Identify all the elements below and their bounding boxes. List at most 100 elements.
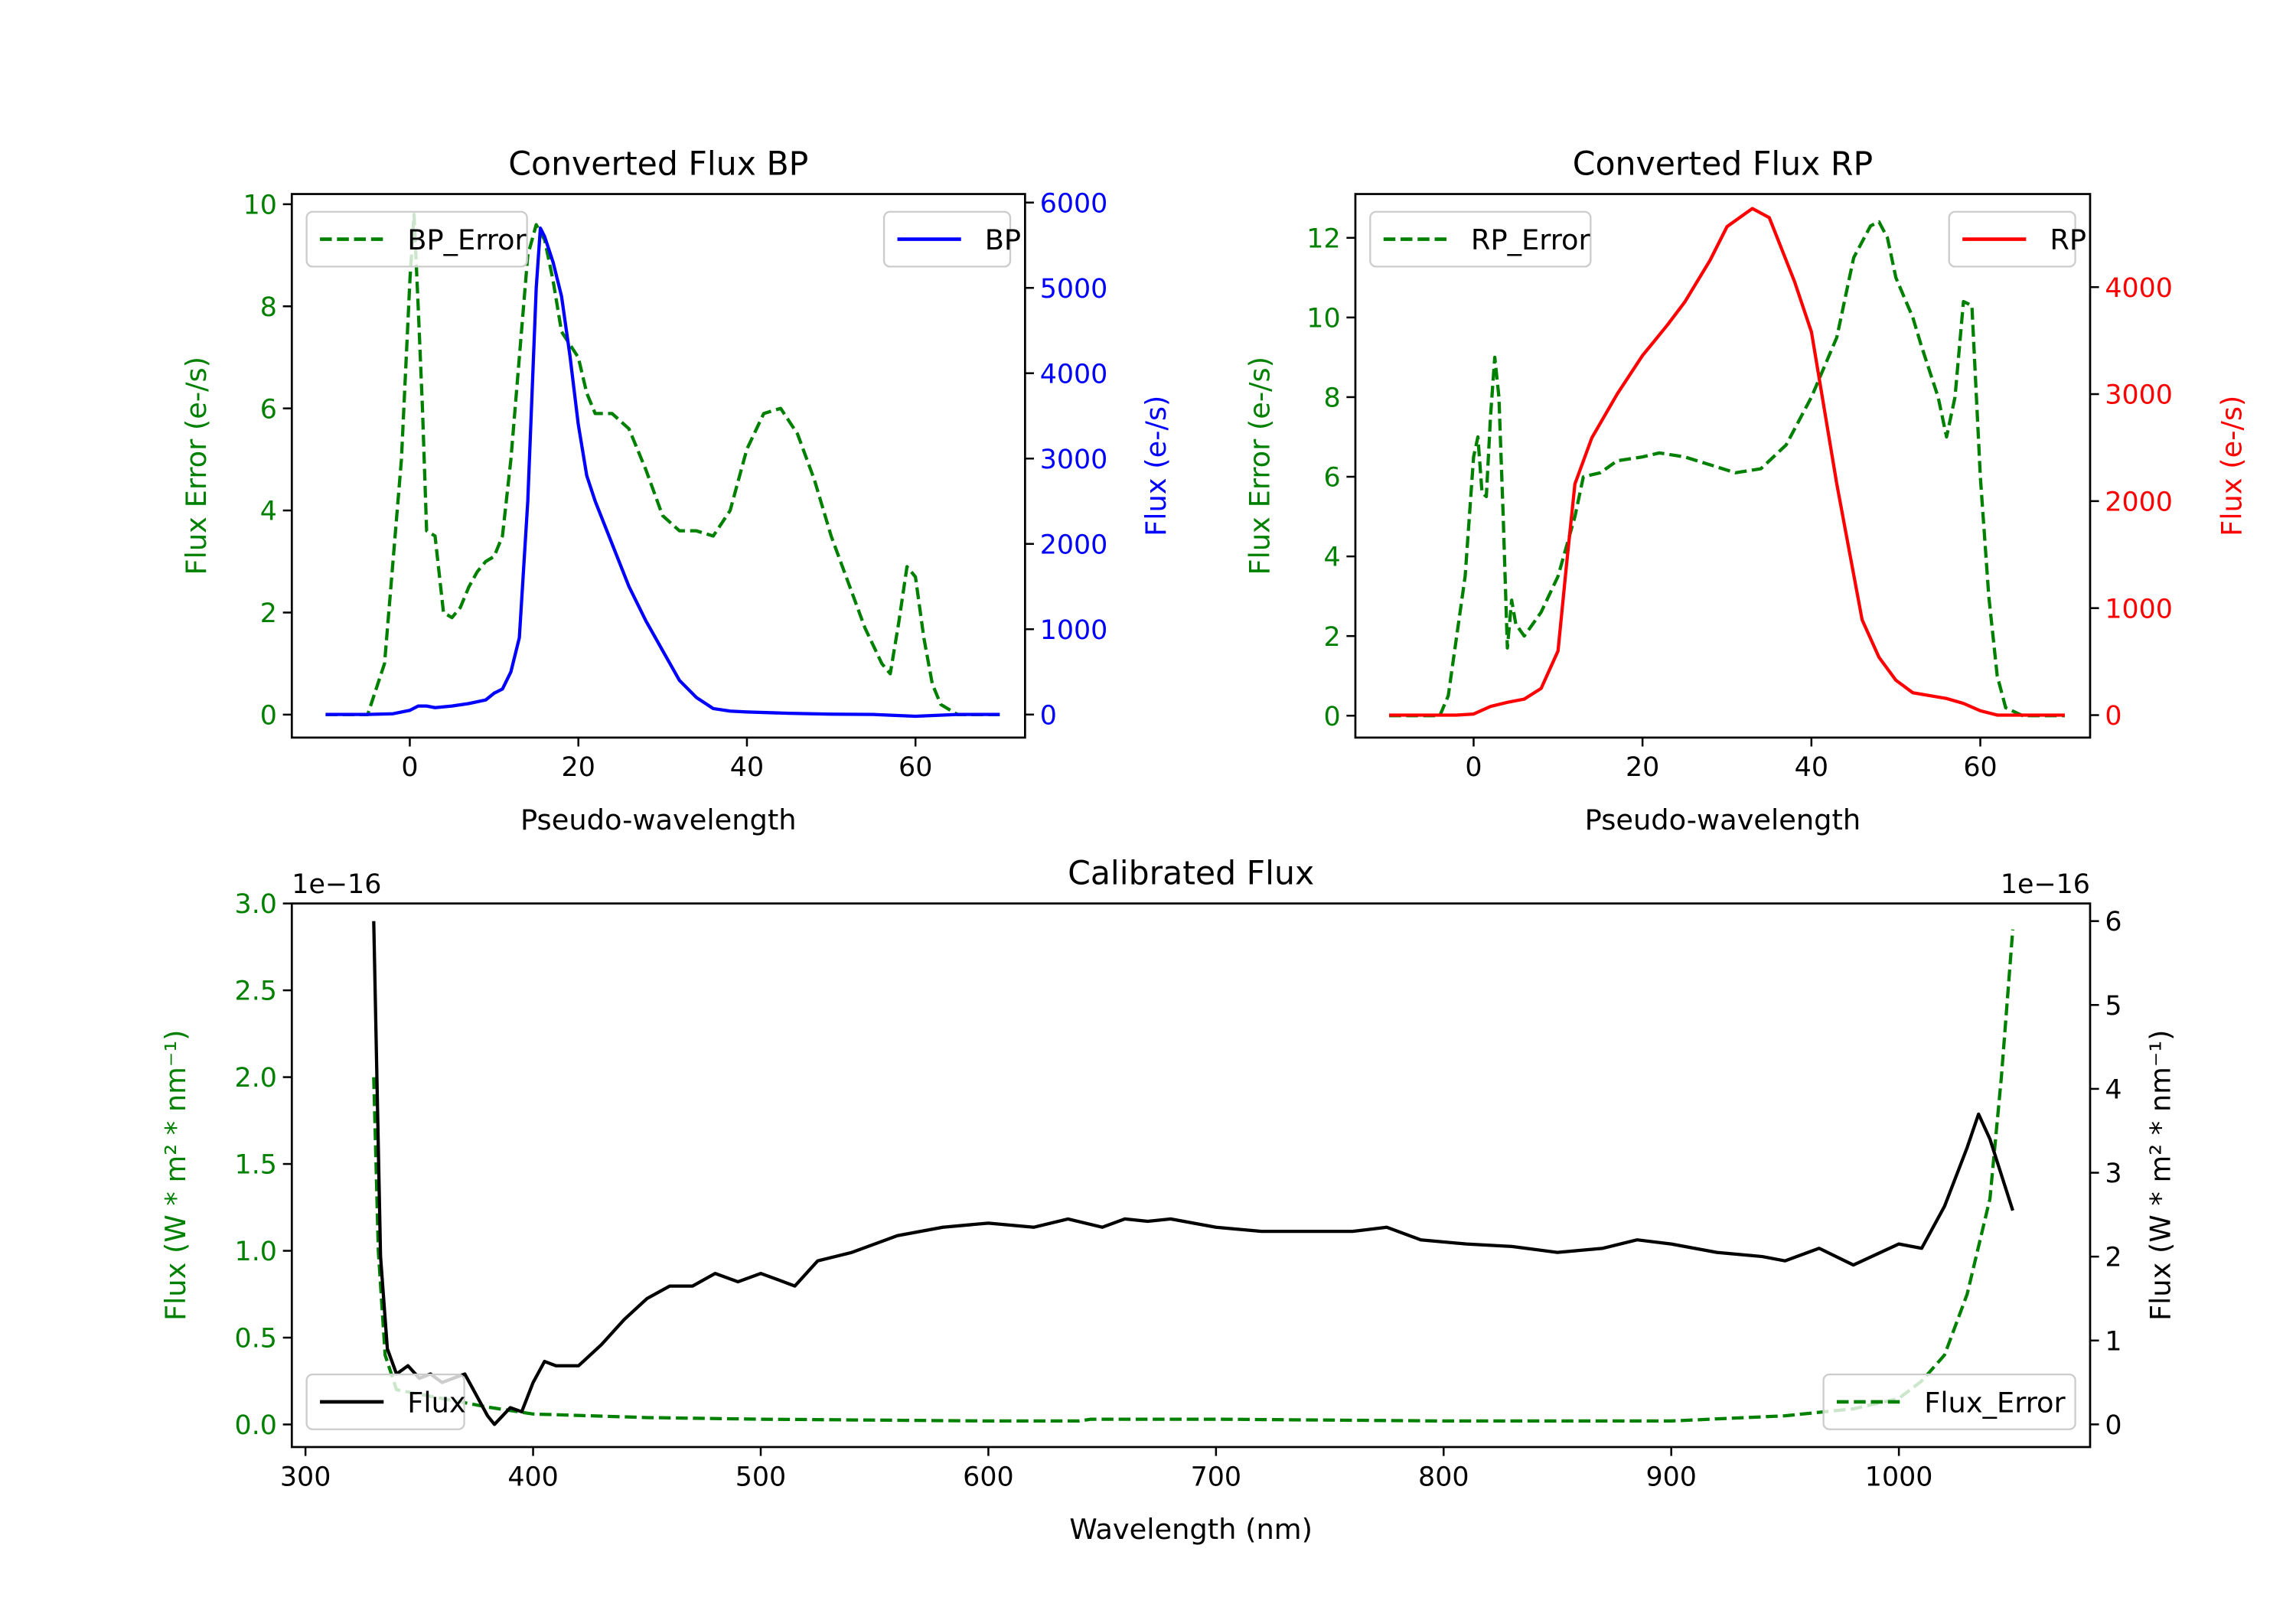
x-tick-label: 500 [735, 1462, 786, 1492]
y-left-axis-label: Flux (W * m² * nm⁻¹) [159, 1030, 192, 1321]
x-axis-label: Wavelength (nm) [1069, 1513, 1313, 1546]
y-right-tick-label: 4000 [1040, 359, 1108, 390]
y-left-tick-label: 8 [1323, 383, 1340, 414]
y-left-tick-label: 0.0 [235, 1410, 277, 1441]
legend-label: BP_Error [407, 223, 527, 256]
y-right-tick-label: 1 [2105, 1326, 2122, 1357]
legend-label: Flux [407, 1386, 465, 1419]
y-right-axis-label: Flux (W * m² * nm⁻¹) [2144, 1030, 2177, 1321]
y-right-offset-text: 1e−16 [2001, 869, 2090, 900]
y-left-tick-label: 3.0 [235, 889, 277, 920]
plot-area [372, 921, 2015, 1426]
y-right-tick-label: 4 [2105, 1074, 2122, 1105]
x-tick-label: 1000 [1865, 1462, 1933, 1492]
chart-title: Converted Flux BP [508, 145, 808, 183]
y-right-tick-label: 3000 [2105, 380, 2173, 411]
y-right-tick-label: 1000 [2105, 594, 2173, 624]
x-tick-label: 400 [507, 1462, 558, 1492]
y-left-tick-label: 0.5 [235, 1324, 277, 1354]
x-tick-label: 60 [1963, 752, 1997, 783]
y-right-axis-label: Flux (e-/s) [2215, 396, 2248, 536]
legend-bp: BP [882, 210, 1021, 268]
y-right-tick-label: 5 [2105, 991, 2122, 1022]
y-right-tick-label: 0 [2105, 701, 2122, 732]
y-right-tick-label: 2 [2105, 1243, 2122, 1273]
y-left-tick-label: 1.5 [235, 1150, 277, 1181]
series-line-flux [372, 921, 2014, 1426]
legend-label: Flux_Error [1924, 1386, 2066, 1419]
legend-box [1822, 1373, 2076, 1430]
legend-box [305, 210, 528, 268]
chart-1: Converted Flux RP0 20 40 60Pseudo-wavelengt… [1244, 145, 2249, 836]
legend-flux: Flux [305, 1373, 466, 1430]
legend-label: BP [985, 223, 1021, 256]
x-tick-label: 40 [730, 752, 764, 783]
y-left-tick-label: 12 [1306, 223, 1340, 254]
y-right-tick-label: 0 [1040, 700, 1057, 731]
y-right-tick-label: 6000 [1040, 188, 1108, 219]
x-axis-label: Pseudo-wavelength [520, 804, 797, 836]
x-tick-label: 60 [899, 752, 932, 783]
y-left-axis-label: Flux Error (e-/s) [1244, 357, 1277, 575]
legend-box [1369, 210, 1592, 268]
y-left-tick-label: 10 [243, 190, 277, 220]
y-left-tick-label: 10 [1306, 303, 1340, 334]
x-tick-label: 40 [1795, 752, 1828, 783]
y-right-axis-label: Flux (e-/s) [1140, 396, 1172, 536]
y-left-tick-label: 0 [260, 700, 277, 731]
axes-frame [290, 902, 2092, 1449]
y-left-axis-label: Flux Error (e-/s) [180, 357, 213, 575]
x-tick-label: 20 [1626, 752, 1659, 783]
y-left-tick-label: 2.0 [235, 1063, 277, 1094]
x-tick-label: 800 [1418, 1462, 1469, 1492]
series-line-flux-error [372, 929, 2015, 1423]
y-left-tick-label: 2.5 [235, 976, 277, 1007]
y-right-tick-label: 5000 [1040, 274, 1108, 305]
x-tick-label: 600 [963, 1462, 1013, 1492]
legend-rp: RP [1948, 210, 2086, 268]
y-right-tick-label: 2000 [1040, 530, 1108, 560]
axes-frame [290, 193, 1026, 739]
series-line-rp [1389, 207, 2065, 717]
y-left-tick-label: 4 [260, 497, 277, 527]
y-right-tick-label: 0 [2105, 1410, 2122, 1441]
y-right-tick-label: 1000 [1040, 615, 1108, 646]
series-line-bp [325, 226, 1000, 719]
series-line-rp-error [1389, 220, 2065, 718]
axes-frame [1354, 193, 2092, 739]
y-right-tick-label: 4000 [2105, 273, 2173, 304]
plot-area [325, 213, 1000, 719]
y-left-tick-label: 0 [1323, 702, 1340, 732]
x-tick-label: 900 [1645, 1462, 1696, 1492]
x-tick-label: 0 [1465, 752, 1482, 783]
legend-label: RP [2050, 223, 2086, 256]
y-left-tick-label: 8 [260, 292, 277, 323]
x-tick-label: 20 [562, 752, 595, 783]
y-left-tick-label: 1.0 [235, 1237, 277, 1267]
legend-bp-error: BP_Error [305, 210, 528, 268]
plot-area [1389, 207, 2065, 718]
y-left-tick-label: 6 [260, 394, 277, 425]
x-tick-label: 700 [1191, 1462, 1241, 1492]
y-left-tick-label: 2 [260, 598, 277, 629]
chart-0: Converted Flux BP0 20 40 60Pseudo-wavelengt… [180, 145, 1172, 836]
chart-title: Converted Flux RP [1573, 145, 1873, 183]
y-right-tick-label: 6 [2105, 907, 2122, 937]
chart-2: Calibrated Flux 300 400 500 600 700 800 900 1000… [159, 854, 2177, 1545]
legend-box [305, 1373, 465, 1430]
legend-flux-error: Flux_Error [1822, 1373, 2076, 1430]
y-left-tick-label: 6 [1323, 463, 1340, 494]
y-right-tick-label: 3 [2105, 1159, 2122, 1189]
y-left-tick-label: 2 [1323, 622, 1340, 653]
x-tick-label: 300 [280, 1462, 331, 1492]
legend-label: RP_Error [1471, 223, 1591, 256]
x-axis-label: Pseudo-wavelength [1585, 804, 1861, 836]
series-line-bp-error [325, 213, 1000, 717]
y-left-offset-text: 1e−16 [292, 869, 381, 900]
x-tick-label: 0 [401, 752, 418, 783]
y-right-tick-label: 3000 [1040, 445, 1108, 475]
legend-rp-error: RP_Error [1369, 210, 1592, 268]
y-left-tick-label: 4 [1323, 543, 1340, 573]
y-right-tick-label: 2000 [2105, 487, 2173, 517]
